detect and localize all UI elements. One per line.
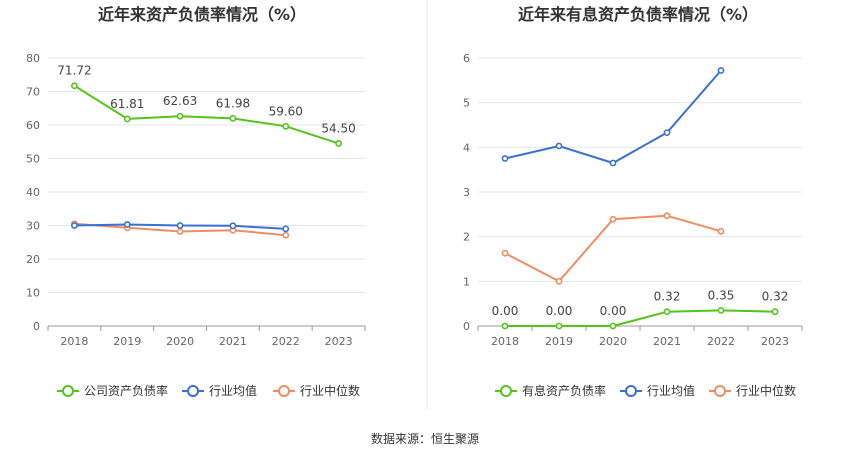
data-source-label: 数据来源：恒生聚源 (371, 431, 479, 446)
legend-marker (187, 385, 199, 397)
data-point (663, 308, 671, 316)
data-label: 54.50 (321, 121, 355, 135)
data-point (282, 231, 290, 239)
data-point (229, 114, 237, 122)
data-point (282, 225, 290, 233)
y-tick-label: 40 (26, 186, 40, 199)
x-tick-label: 2023 (761, 335, 789, 348)
chart-title: 近年来有息资产负债率情况（%） (518, 5, 758, 24)
data-point (771, 308, 779, 316)
x-tick-label: 2020 (166, 335, 194, 348)
debt-ratio-chart: 近年来资产负债率情况（%） 0 10 20 30 40 50 60 70 80 2018 2019 20… (26, 5, 366, 398)
y-tick-label: 0 (33, 320, 40, 333)
legend-marker (625, 385, 637, 397)
y-tick-label: 2 (463, 231, 470, 244)
y-tick-label: 5 (463, 97, 470, 110)
data-label: 71.72 (57, 64, 91, 78)
x-tick-label: 2021 (219, 335, 247, 348)
data-point (123, 115, 131, 123)
data-label: 61.98 (216, 96, 250, 110)
y-tick-label: 4 (463, 141, 470, 154)
data-point (501, 322, 509, 330)
y-tick-label: 80 (26, 52, 40, 65)
data-point (717, 306, 725, 314)
series-line (504, 69, 722, 165)
data-point (555, 142, 563, 150)
y-tick-label: 10 (26, 287, 40, 300)
legend-label: 公司资产负债率 (84, 383, 168, 398)
y-tick-label: 50 (26, 153, 40, 166)
data-point (663, 129, 671, 136)
data-label: 62.63 (163, 94, 197, 108)
data-point (555, 277, 563, 285)
y-tick-label: 30 (26, 220, 40, 233)
data-label: 0.32 (654, 290, 681, 304)
data-label: 0.00 (492, 304, 519, 318)
x-tick-label: 2022 (272, 335, 300, 348)
x-tick-label: 2021 (653, 335, 681, 348)
data-point (717, 67, 725, 74)
data-point (555, 322, 563, 330)
data-label: 59.60 (269, 104, 303, 118)
data-point (609, 215, 617, 223)
data-label: 0.00 (546, 304, 573, 318)
legend-label: 行业中位数 (736, 383, 796, 398)
data-point (717, 227, 725, 235)
data-point (71, 222, 78, 229)
data-point (176, 228, 184, 235)
data-point (501, 155, 509, 162)
data-point (176, 222, 184, 229)
legend-label: 行业均值 (209, 383, 257, 398)
data-point (71, 82, 78, 90)
legend-marker (278, 385, 290, 397)
data-point (123, 221, 131, 228)
data-point (335, 140, 342, 147)
series-line (505, 309, 776, 327)
y-tick-label: 60 (26, 119, 40, 132)
legend-marker (714, 385, 726, 397)
data-point (663, 212, 671, 220)
y-tick-label: 70 (26, 86, 40, 99)
x-tick-label: 2018 (491, 335, 519, 348)
y-tick-label: 6 (463, 52, 470, 65)
y-tick-label: 1 (463, 275, 470, 288)
x-tick-label: 2020 (599, 335, 627, 348)
legend-marker (62, 385, 74, 397)
legend-label: 有息资产负债率 (522, 383, 606, 398)
x-tick-label: 2018 (60, 335, 88, 348)
data-point (609, 322, 617, 330)
x-tick-label: 2019 (113, 335, 141, 348)
data-point (501, 249, 509, 257)
interest-debt-ratio-chart: 近年来有息资产负债率情况（%） 0 1 2 3 4 5 6 2018 2019 2020 2021 20… (463, 5, 803, 398)
x-tick-label: 2023 (325, 335, 353, 348)
series-line (504, 214, 722, 283)
y-tick-label: 20 (26, 253, 40, 266)
y-tick-label: 3 (463, 186, 470, 199)
legend-marker (500, 385, 512, 397)
y-tick-label: 0 (463, 320, 470, 333)
data-point (609, 159, 617, 167)
x-tick-label: 2022 (707, 335, 735, 348)
data-point (282, 122, 290, 130)
data-label: 0.00 (600, 304, 627, 318)
x-tick-label: 2019 (545, 335, 573, 348)
data-point (229, 222, 237, 230)
series-line (73, 84, 339, 145)
chart-title: 近年来资产负债率情况（%） (98, 5, 306, 24)
data-label: 0.35 (708, 288, 735, 302)
legend-label: 行业均值 (647, 383, 695, 398)
data-label: 61.81 (110, 97, 144, 111)
legend-label: 行业中位数 (300, 383, 360, 398)
data-label: 0.32 (762, 290, 789, 304)
data-point (176, 112, 184, 120)
